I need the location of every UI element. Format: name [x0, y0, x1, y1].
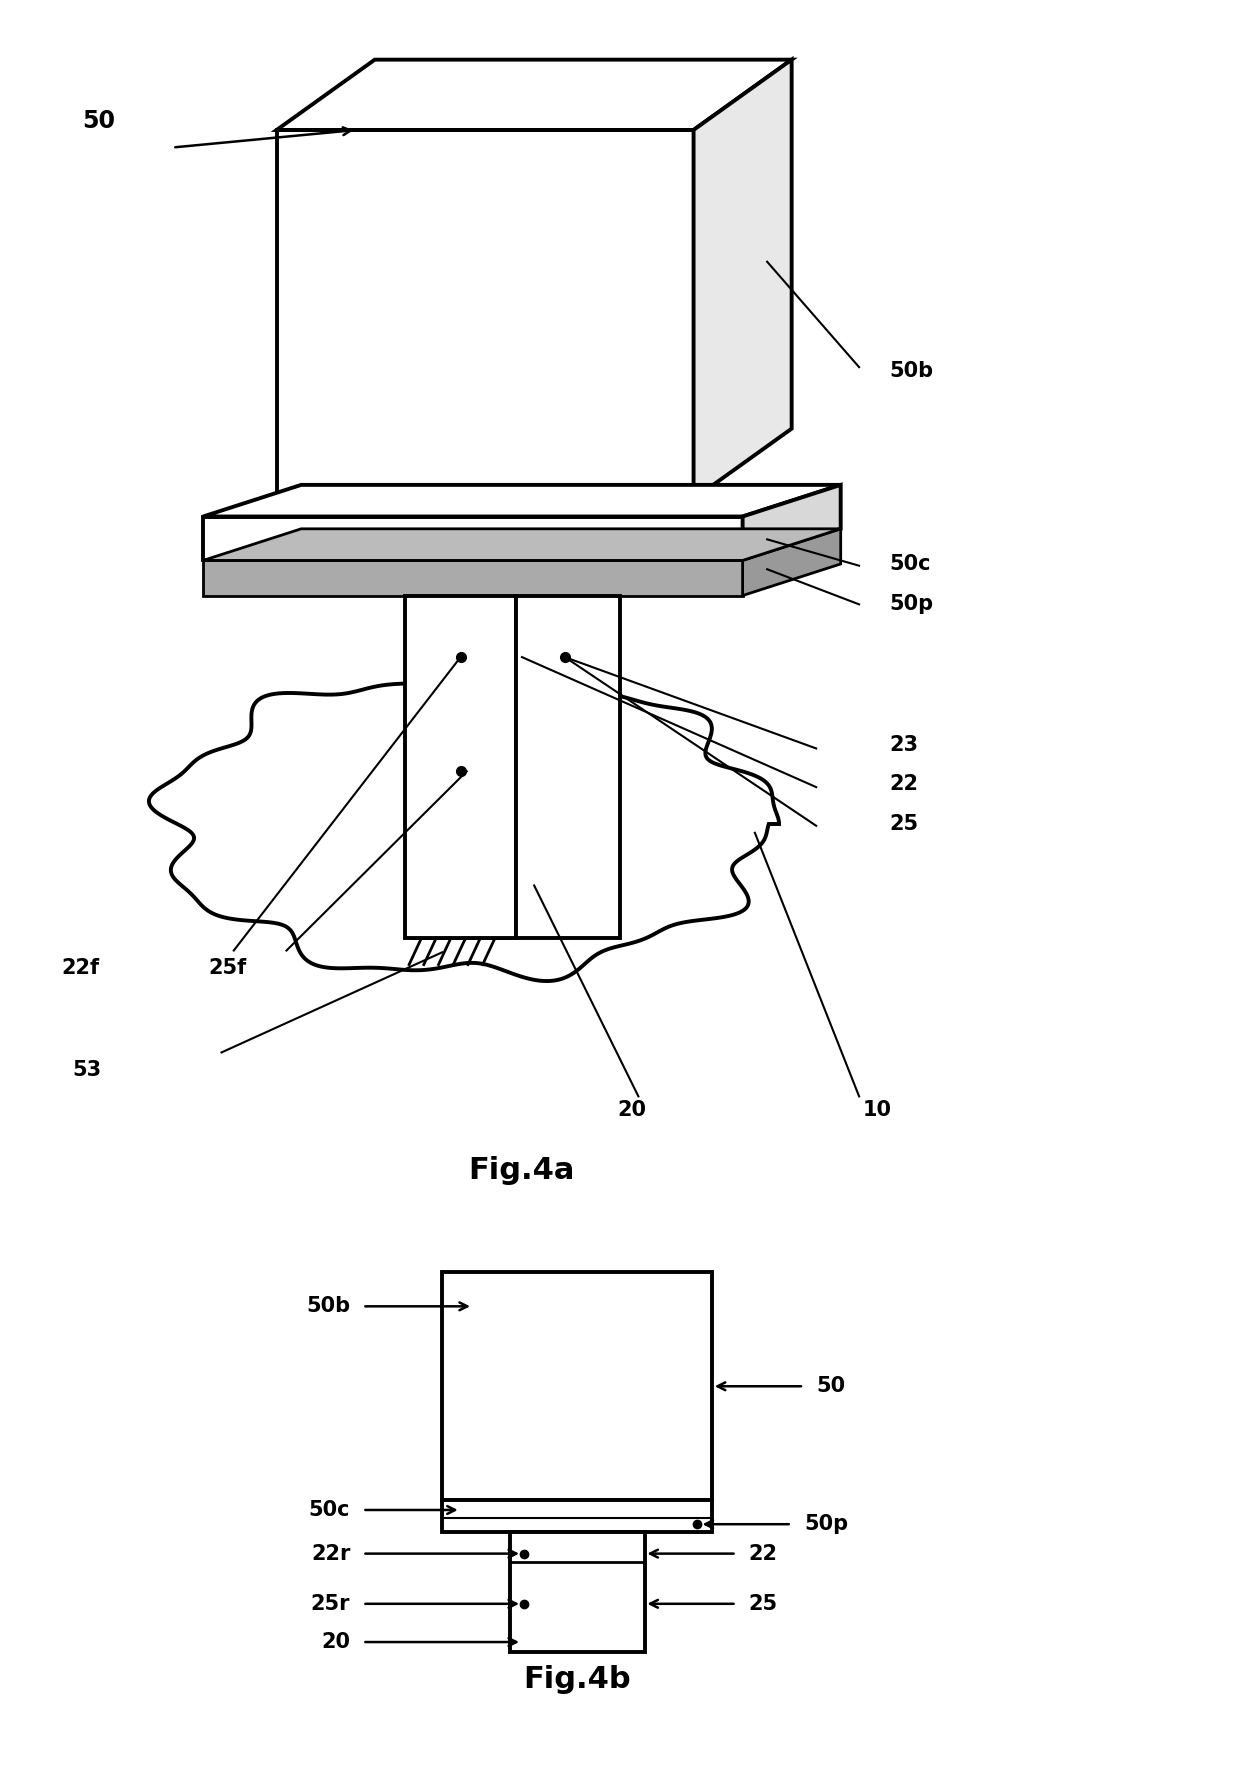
- Polygon shape: [277, 60, 791, 129]
- Text: 50p: 50p: [890, 595, 934, 615]
- Text: 22: 22: [890, 774, 919, 793]
- Polygon shape: [743, 530, 841, 595]
- Polygon shape: [149, 662, 779, 981]
- Text: 25: 25: [749, 1594, 777, 1613]
- Bar: [443, 1500, 712, 1532]
- Polygon shape: [277, 129, 693, 499]
- Text: 25: 25: [890, 815, 919, 834]
- Polygon shape: [203, 517, 743, 560]
- Polygon shape: [203, 560, 743, 595]
- Polygon shape: [203, 485, 841, 517]
- Text: 20: 20: [618, 1100, 647, 1121]
- Text: 22: 22: [749, 1544, 777, 1564]
- Text: 23: 23: [890, 735, 919, 754]
- Text: 22r: 22r: [311, 1544, 350, 1564]
- Text: 50: 50: [816, 1376, 846, 1396]
- Text: 10: 10: [863, 1100, 892, 1121]
- Polygon shape: [203, 530, 841, 560]
- Text: 53: 53: [72, 1061, 102, 1080]
- Text: 50c: 50c: [890, 554, 931, 574]
- Bar: [510, 1532, 645, 1652]
- Text: Fig.4a: Fig.4a: [469, 1156, 575, 1185]
- Text: 50b: 50b: [306, 1296, 350, 1316]
- Bar: [443, 1272, 712, 1500]
- Polygon shape: [405, 595, 516, 939]
- Text: 22f: 22f: [62, 958, 99, 978]
- Text: Fig.4b: Fig.4b: [523, 1665, 631, 1695]
- Text: 50c: 50c: [309, 1500, 350, 1520]
- Text: 50b: 50b: [890, 361, 934, 381]
- Text: 50p: 50p: [804, 1514, 848, 1534]
- Text: 50: 50: [82, 110, 115, 133]
- Text: 20: 20: [321, 1633, 350, 1652]
- Polygon shape: [693, 60, 791, 499]
- Text: 25r: 25r: [311, 1594, 350, 1613]
- Polygon shape: [743, 485, 841, 560]
- Text: 25f: 25f: [208, 958, 247, 978]
- Polygon shape: [516, 595, 620, 939]
